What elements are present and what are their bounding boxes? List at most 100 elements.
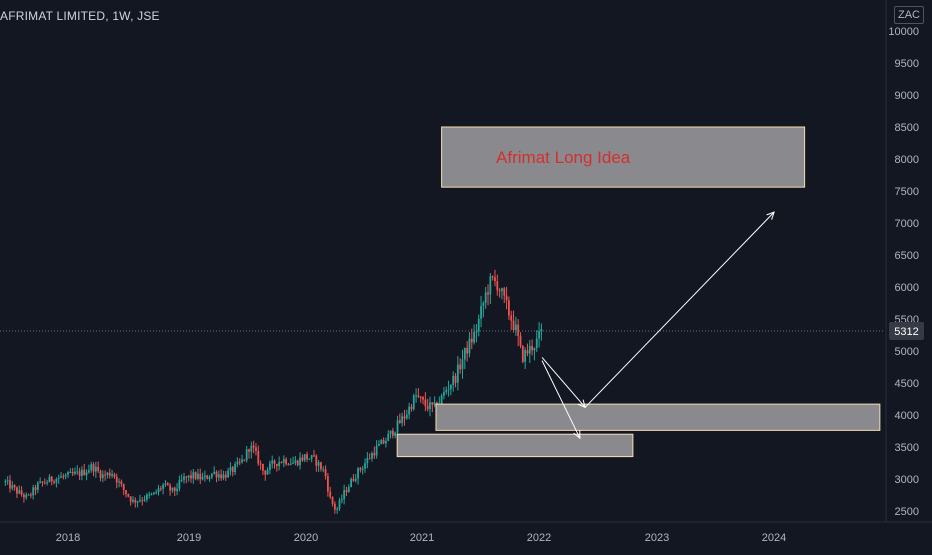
candle [53, 479, 55, 485]
candle [480, 295, 482, 328]
candle [150, 492, 153, 496]
trend-arrow[interactable] [584, 211, 775, 408]
candle [204, 470, 206, 482]
y-tick-label: 10000 [888, 26, 919, 38]
candle [185, 475, 188, 484]
candle [192, 468, 195, 484]
candle [387, 430, 390, 442]
candle [533, 347, 536, 361]
candle [187, 475, 190, 482]
y-tick-label: 6000 [895, 282, 919, 294]
candle [296, 459, 299, 467]
candle [252, 440, 255, 454]
trend-arrow[interactable] [541, 360, 581, 440]
candle [519, 332, 522, 349]
trend-arrow[interactable] [541, 357, 586, 409]
candle [301, 454, 304, 462]
candle [243, 459, 246, 462]
candle [308, 458, 311, 460]
candle [357, 466, 359, 485]
candle [29, 492, 32, 499]
candle [268, 460, 271, 475]
candle [424, 392, 427, 412]
candle [57, 474, 60, 485]
candle [521, 345, 524, 364]
candle [494, 269, 496, 287]
candle [43, 478, 46, 485]
candle [366, 452, 369, 469]
candle [106, 471, 109, 479]
candle [87, 464, 90, 474]
candle [336, 506, 339, 514]
candle [180, 474, 183, 483]
support-zone-box[interactable] [396, 433, 634, 458]
candle [60, 472, 62, 479]
candle [257, 445, 260, 466]
candle [431, 402, 434, 413]
annotations-group: Afrimat Long Idea [396, 126, 881, 458]
candle [482, 301, 485, 318]
candle [517, 318, 520, 347]
long-idea-box[interactable] [441, 126, 806, 188]
candle [229, 462, 232, 476]
candle [101, 470, 104, 483]
symbol-name: AFRIMAT LIMITED [0, 9, 106, 23]
candle [345, 486, 348, 497]
candle [71, 467, 74, 477]
candle [512, 310, 515, 333]
candle [350, 477, 353, 488]
candle [143, 495, 146, 502]
candle [510, 310, 513, 331]
candle [32, 484, 35, 500]
candle [99, 469, 102, 482]
candle [303, 454, 306, 463]
candle [108, 468, 111, 479]
candle [208, 475, 211, 482]
candle [401, 412, 404, 427]
candle [285, 457, 288, 466]
candle [152, 492, 155, 495]
candle [415, 388, 417, 403]
candle [373, 446, 376, 459]
candle [236, 457, 239, 468]
candle [18, 485, 21, 495]
candle [115, 473, 118, 489]
candle [266, 467, 269, 475]
candle [238, 458, 241, 466]
candle [306, 451, 308, 462]
candle [459, 358, 462, 374]
candle [292, 456, 294, 465]
candle [313, 449, 315, 457]
candle [92, 462, 95, 477]
candle [294, 456, 297, 466]
y-tick-label: 9000 [895, 90, 919, 102]
candle [271, 455, 274, 469]
candle [34, 484, 37, 496]
candle [343, 484, 346, 505]
y-tick-label: 4000 [895, 410, 919, 422]
candle [20, 486, 23, 497]
candle [317, 460, 320, 472]
candle [491, 275, 494, 281]
support-zone-box[interactable] [435, 403, 881, 431]
candle [340, 494, 343, 504]
candle [514, 316, 517, 336]
candle [470, 328, 473, 350]
candle [74, 467, 76, 476]
candle [129, 495, 132, 506]
candle [498, 287, 501, 298]
candle [55, 477, 58, 488]
candle [412, 393, 415, 411]
x-tick-label: 2022 [527, 532, 551, 544]
candle [463, 347, 466, 370]
y-tick-label: 7000 [895, 218, 919, 230]
candle [264, 469, 267, 481]
x-tick-label: 2024 [762, 532, 786, 544]
candle [159, 485, 162, 492]
currency-button[interactable]: ZAC [894, 6, 924, 24]
candle [280, 461, 283, 464]
candle [526, 343, 529, 357]
candle [166, 481, 169, 486]
